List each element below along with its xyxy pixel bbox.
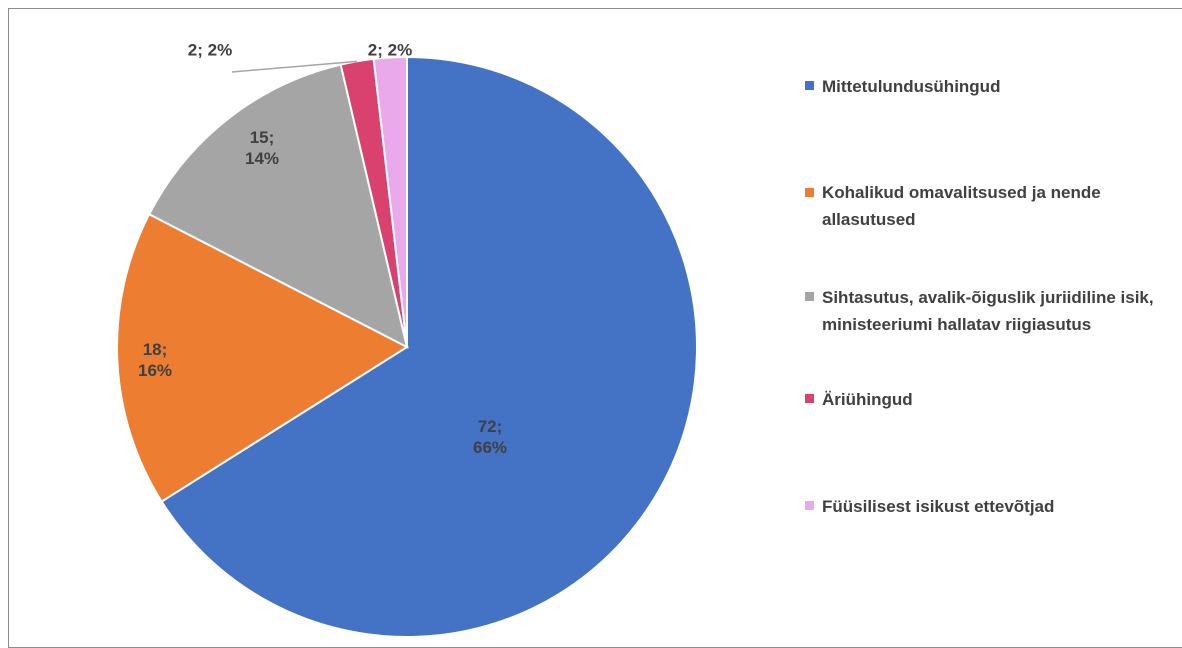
legend-label: Mittetulundusühingud: [822, 76, 1001, 96]
data-label: 18; 16%: [137, 340, 173, 380]
data-label: 2; 2%: [187, 40, 233, 60]
legend-swatch: [805, 81, 814, 90]
legend-label: Sihtasutus, avalik-õiguslik juriidiline …: [822, 287, 1154, 334]
pie-slice: [160, 55, 698, 638]
leader-line: [231, 60, 358, 73]
data-label: 72; 66%: [472, 417, 508, 457]
legend-swatch: [805, 292, 814, 301]
data-label: 2; 2%: [367, 40, 413, 60]
legend-swatch: [805, 501, 814, 510]
legend-swatch: [805, 394, 814, 403]
legend-label: Kohalikud omavalitsused ja nende allasut…: [822, 183, 1101, 229]
pie-slice: [372, 55, 408, 348]
legend-label: Äriühingud: [822, 389, 913, 409]
legend-swatch: [805, 187, 814, 197]
data-label: 15; 14%: [244, 128, 280, 168]
legend-label: Füüsilisest isikust ettevõtjad: [822, 496, 1055, 516]
pie-slice: [147, 63, 409, 349]
pie-slice: [116, 212, 410, 503]
